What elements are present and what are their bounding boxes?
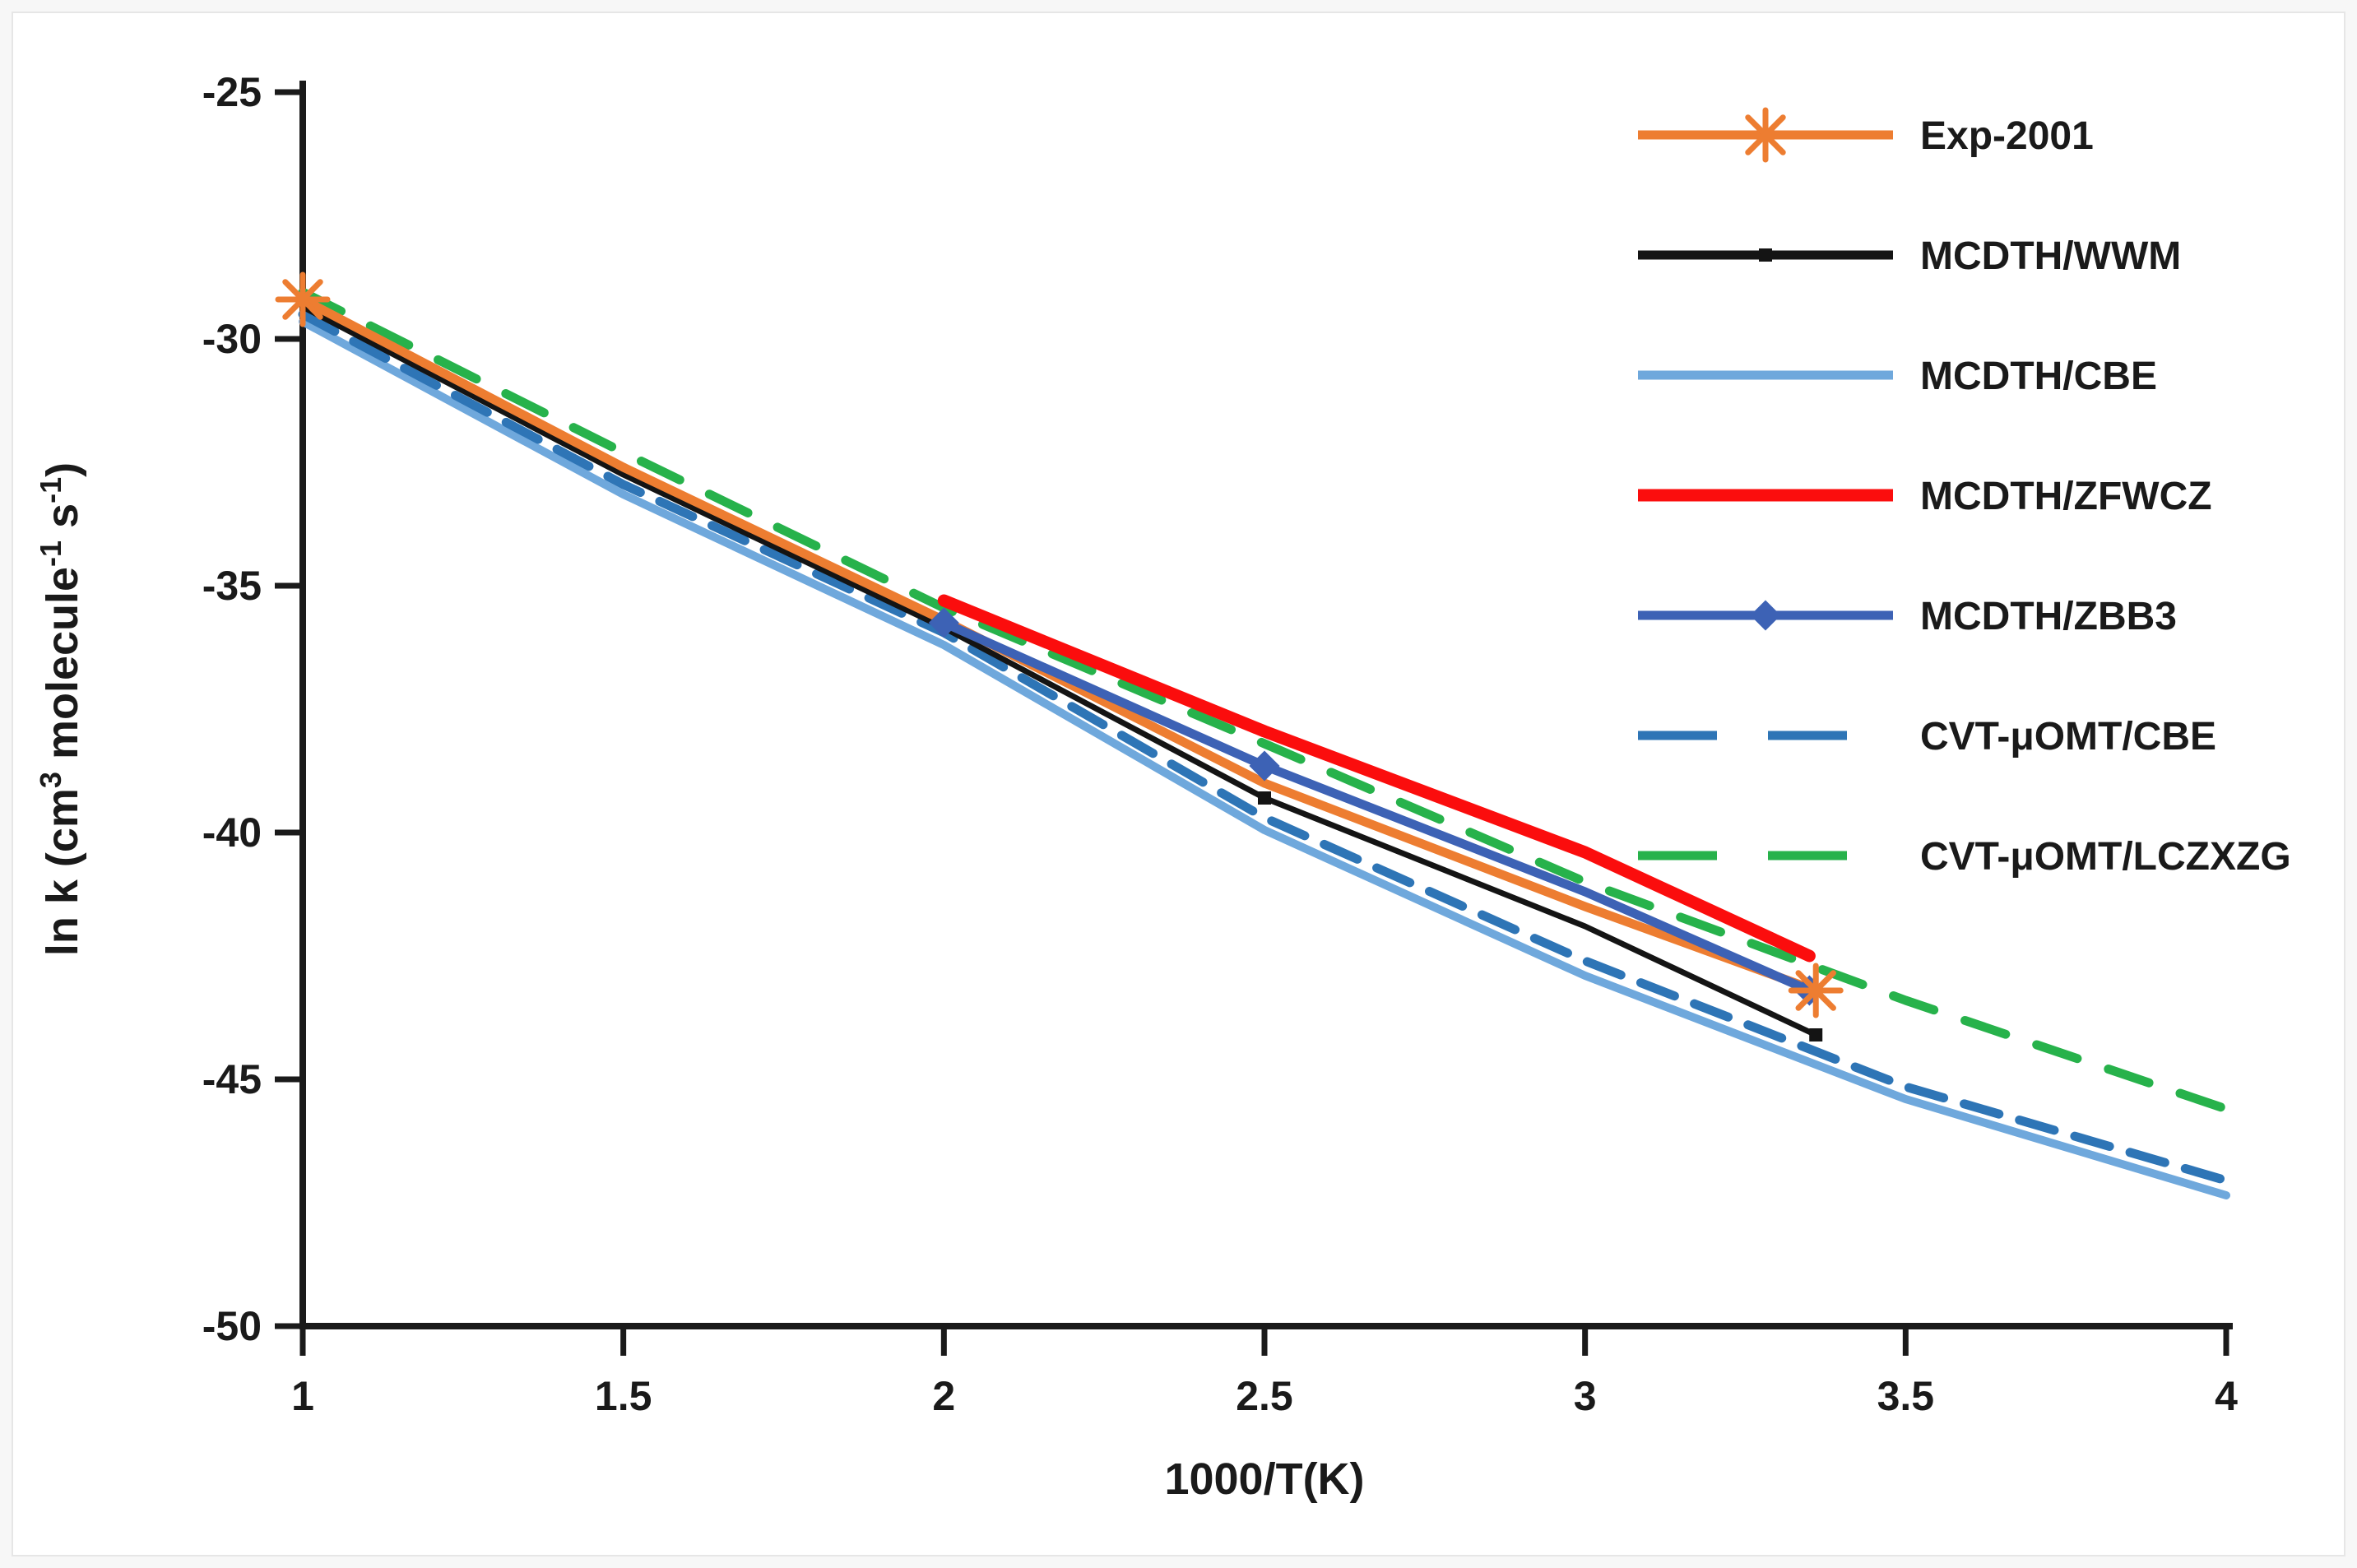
y-tick-label: -40 bbox=[202, 810, 262, 856]
legend-marker-asterisk bbox=[1738, 107, 1793, 163]
legend-item-cvt-omt-cbe: CVT-μOMT/CBE bbox=[1638, 715, 2216, 758]
series-lines bbox=[298, 287, 2231, 1199]
asterisk-spoke bbox=[282, 279, 323, 320]
legend-label: MCDTH/ZBB3 bbox=[1920, 595, 2177, 638]
series-line-mcdth-zfwcz bbox=[937, 594, 1816, 963]
legend: Exp-2001 MCDTH/WWM MCDTH/CBE MCDTH/ZFWCZ MCD… bbox=[1638, 107, 2291, 879]
y-tick-label: -35 bbox=[202, 563, 262, 609]
legend-label: Exp-2001 bbox=[1920, 114, 2094, 158]
x-tick-label: 2 bbox=[932, 1373, 955, 1419]
x-tick-label: 4 bbox=[2215, 1373, 2238, 1419]
series-line-mcdth-wwm bbox=[299, 304, 1819, 1038]
y-tick-label: -30 bbox=[202, 316, 262, 362]
marker-asterisk-exp-2001 bbox=[1788, 963, 1844, 1018]
legend-marker-diamond bbox=[1750, 600, 1781, 631]
legend-label: MCDTH/ZFWCZ bbox=[1920, 475, 2212, 518]
series-line-exp-2001 bbox=[298, 295, 1821, 995]
series-line-mcdth-cbe bbox=[299, 318, 2230, 1199]
legend-item-mcdth-cbe: MCDTH/CBE bbox=[1638, 355, 2157, 398]
marker-asterisk-exp-2001 bbox=[275, 271, 331, 327]
asterisk-spoke bbox=[1795, 970, 1836, 1011]
y-tick-label: -25 bbox=[202, 69, 262, 115]
series-markers bbox=[275, 271, 1844, 1041]
asterisk-spoke bbox=[1745, 114, 1786, 155]
legend-label: CVT-μOMT/LCZXZG bbox=[1920, 835, 2291, 879]
x-tick-label: 2.5 bbox=[1236, 1373, 1293, 1419]
x-tick-label: 3.5 bbox=[1877, 1373, 1935, 1419]
legend-item-exp-2001: Exp-2001 bbox=[1638, 107, 2094, 163]
legend-label: MCDTH/CBE bbox=[1920, 355, 2157, 398]
legend-label: MCDTH/WWM bbox=[1920, 234, 2181, 278]
marker-square-mcdth-wwm bbox=[1258, 791, 1271, 805]
legend-item-cvt-omt-lczxzg: CVT-μOMT/LCZXZG bbox=[1638, 835, 2291, 879]
chart-panel: -25 -30 -35 -40 -45 -50 1 1.5 2 2.5 3 3.5 4 1000/T(K)… bbox=[12, 12, 2345, 1556]
legend-item-mcdth-zfwcz: MCDTH/ZFWCZ bbox=[1638, 475, 2212, 518]
y-tick-label: -45 bbox=[202, 1056, 262, 1102]
x-tick-label: 1 bbox=[291, 1373, 314, 1419]
series-line-mcdth-zbb3 bbox=[939, 618, 1814, 995]
x-axis-title: 1000/T(K) bbox=[1164, 1454, 1364, 1504]
series-line-cvt-omt-cbe bbox=[298, 309, 2231, 1185]
x-tick-label: 1.5 bbox=[595, 1373, 652, 1419]
legend-label: CVT-μOMT/CBE bbox=[1920, 715, 2216, 758]
series-line-cvt-omt-lczxzg bbox=[298, 287, 2231, 1114]
legend-marker-square bbox=[1759, 248, 1772, 262]
axis-labels: -25 -30 -35 -40 -45 -50 1 1.5 2 2.5 3 3.5 4 1000/T(K)… bbox=[34, 69, 2238, 1504]
x-tick-label: 3 bbox=[1574, 1373, 1597, 1419]
marker-square-mcdth-wwm bbox=[1809, 1028, 1823, 1041]
y-tick-label: -50 bbox=[202, 1303, 262, 1349]
arrhenius-rate-chart: -25 -30 -35 -40 -45 -50 1 1.5 2 2.5 3 3.5 4 1000/T(K)… bbox=[34, 69, 2291, 1504]
legend-item-mcdth-wwm: MCDTH/WWM bbox=[1638, 234, 2181, 278]
y-axis-title: ln k (cm3 molecule-1 s-1) bbox=[34, 462, 87, 956]
legend-item-mcdth-zbb3: MCDTH/ZBB3 bbox=[1638, 595, 2177, 638]
